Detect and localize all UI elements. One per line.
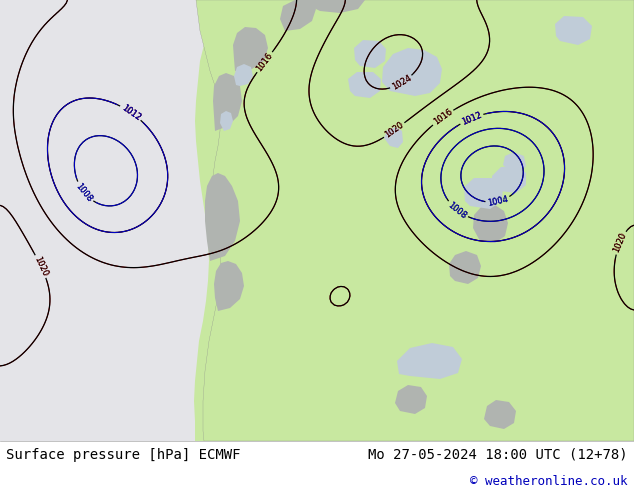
Text: 1004: 1004 xyxy=(487,195,509,208)
Text: 1016: 1016 xyxy=(255,51,275,74)
Polygon shape xyxy=(196,0,634,441)
Polygon shape xyxy=(220,111,233,131)
Text: © weatheronline.co.uk: © weatheronline.co.uk xyxy=(470,475,628,488)
Polygon shape xyxy=(348,72,381,98)
Polygon shape xyxy=(395,385,427,414)
Polygon shape xyxy=(382,48,442,96)
Polygon shape xyxy=(205,173,240,261)
Polygon shape xyxy=(449,251,481,284)
Text: 1012: 1012 xyxy=(120,103,142,122)
Text: 1016: 1016 xyxy=(432,107,454,127)
Text: 1012: 1012 xyxy=(460,110,483,127)
Polygon shape xyxy=(473,205,508,243)
Polygon shape xyxy=(384,127,403,148)
Text: 1016: 1016 xyxy=(432,107,454,127)
Text: 1012: 1012 xyxy=(460,110,483,127)
Polygon shape xyxy=(555,16,592,45)
Text: 1004: 1004 xyxy=(487,195,509,208)
Polygon shape xyxy=(354,40,386,68)
Polygon shape xyxy=(214,261,244,311)
Text: 1020: 1020 xyxy=(32,255,49,278)
Text: 1020: 1020 xyxy=(383,121,406,140)
Text: 1020: 1020 xyxy=(612,231,628,254)
Text: 1024: 1024 xyxy=(390,74,413,92)
Polygon shape xyxy=(233,27,268,71)
Text: 1008: 1008 xyxy=(74,181,94,203)
Text: 1024: 1024 xyxy=(390,74,413,92)
Text: 1008: 1008 xyxy=(74,181,94,203)
Polygon shape xyxy=(280,0,316,31)
Polygon shape xyxy=(397,343,462,379)
Text: 1016: 1016 xyxy=(255,51,275,74)
Polygon shape xyxy=(464,178,503,209)
Polygon shape xyxy=(234,64,253,86)
Polygon shape xyxy=(213,73,242,131)
Text: Surface pressure [hPa] ECMWF: Surface pressure [hPa] ECMWF xyxy=(6,448,241,462)
Polygon shape xyxy=(194,0,634,441)
Text: 1012: 1012 xyxy=(120,103,142,122)
Text: 1020: 1020 xyxy=(612,231,628,254)
Polygon shape xyxy=(484,400,516,429)
Polygon shape xyxy=(503,152,526,173)
Text: 1020: 1020 xyxy=(32,255,49,278)
Text: 1012: 1012 xyxy=(120,103,142,122)
Polygon shape xyxy=(305,0,365,13)
Polygon shape xyxy=(195,0,634,441)
Text: 1012: 1012 xyxy=(460,110,483,127)
Polygon shape xyxy=(492,166,526,193)
Text: Mo 27-05-2024 18:00 UTC (12+78): Mo 27-05-2024 18:00 UTC (12+78) xyxy=(368,448,628,462)
Text: 1008: 1008 xyxy=(446,200,469,220)
Text: 1020: 1020 xyxy=(383,121,406,140)
Text: 1008: 1008 xyxy=(446,200,469,220)
